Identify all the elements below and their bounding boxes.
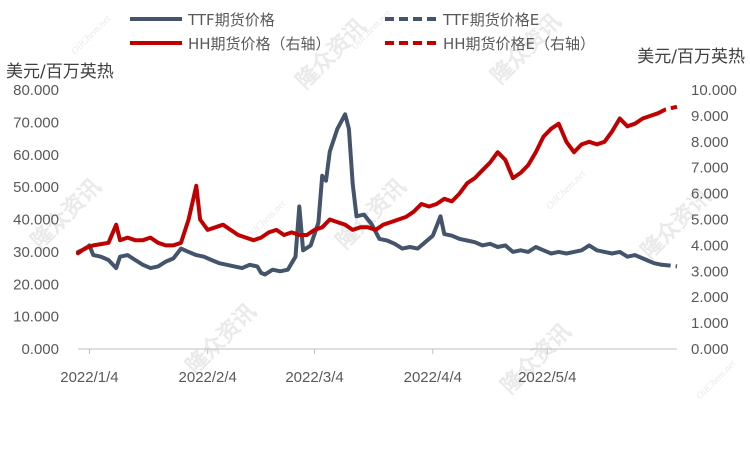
left-axis-tick-label: 60.000 xyxy=(13,147,59,164)
legend-label: TTF期货价格 xyxy=(187,11,275,29)
x-axis-tick-label: 2022/1/4 xyxy=(60,369,118,386)
left-axis-tick-label: 70.000 xyxy=(13,114,59,131)
right-axis-tick-label: 9.000 xyxy=(691,108,729,125)
x-axis-tick-label: 2022/2/4 xyxy=(179,369,237,386)
right-axis-unit-label: 美元/百万英热 xyxy=(637,47,745,67)
right-axis: 0.000 1.000 2.000 3.000 4.000 5.000 6.000 7.000… xyxy=(691,82,737,358)
left-axis-tick-label: 0.000 xyxy=(21,341,59,358)
watermark-url: OilChem.net xyxy=(694,358,738,402)
right-axis-tick-label: 7.000 xyxy=(691,160,729,177)
x-axis-tick-label: 2022/5/4 xyxy=(518,369,576,386)
x-axis-tick-label: 2022/3/4 xyxy=(285,369,343,386)
series-line-hh xyxy=(76,111,660,256)
right-axis-tick-label: 4.000 xyxy=(691,237,729,254)
series-layer xyxy=(76,104,678,277)
right-axis-tick-label: 0.000 xyxy=(691,341,729,358)
right-axis-tick-label: 8.000 xyxy=(691,134,729,151)
left-axis-tick-label: 80.000 xyxy=(13,82,59,99)
right-axis-tick-label: 10.000 xyxy=(691,82,737,99)
left-axis-tick-label: 10.000 xyxy=(13,309,59,326)
left-axis-tick-label: 50.000 xyxy=(13,179,59,196)
right-axis-tick-label: 2.000 xyxy=(691,289,729,306)
left-axis-unit-label: 美元/百万英热 xyxy=(6,62,114,82)
watermark-text: 隆众资讯 xyxy=(332,174,412,254)
right-axis-tick-label: 1.000 xyxy=(691,315,729,332)
series-line-hh-estimate xyxy=(656,104,678,116)
x-axis-tick-label: 2022/4/4 xyxy=(404,369,462,386)
right-axis-tick-label: 5.000 xyxy=(691,212,729,229)
left-axis-tick-label: 40.000 xyxy=(13,212,59,229)
left-axis-tick-label: 20.000 xyxy=(13,276,59,293)
watermark-url: OilChem.net xyxy=(544,168,588,212)
watermark-text: 隆众资讯 xyxy=(292,14,372,94)
legend: TTF期货价格 TTF期货价格E HH期货价格（右轴） HH期货价格E（右轴） xyxy=(130,11,595,53)
left-axis: 0.000 10.000 20.000 30.000 40.000 50.000 60.00… xyxy=(13,82,59,358)
left-axis-tick-label: 30.000 xyxy=(13,244,59,261)
right-axis-tick-label: 3.000 xyxy=(691,263,729,280)
legend-label: TTF期货价格E xyxy=(442,11,539,29)
watermark-text: 隆众资讯 xyxy=(497,319,577,399)
watermark-text: 隆众资讯 xyxy=(182,299,262,379)
series-line-ttf xyxy=(76,112,664,277)
x-axis: 2022/1/4 2022/2/4 2022/3/4 2022/4/4 2022/5/4 xyxy=(60,349,576,386)
series-line-ttf-estimate xyxy=(661,262,678,269)
legend-label: HH期货价格E（右轴） xyxy=(443,35,595,53)
right-axis-tick-label: 6.000 xyxy=(691,186,729,203)
legend-label: HH期货价格（右轴） xyxy=(188,35,331,53)
watermark-url: OilChem.net xyxy=(69,13,113,57)
